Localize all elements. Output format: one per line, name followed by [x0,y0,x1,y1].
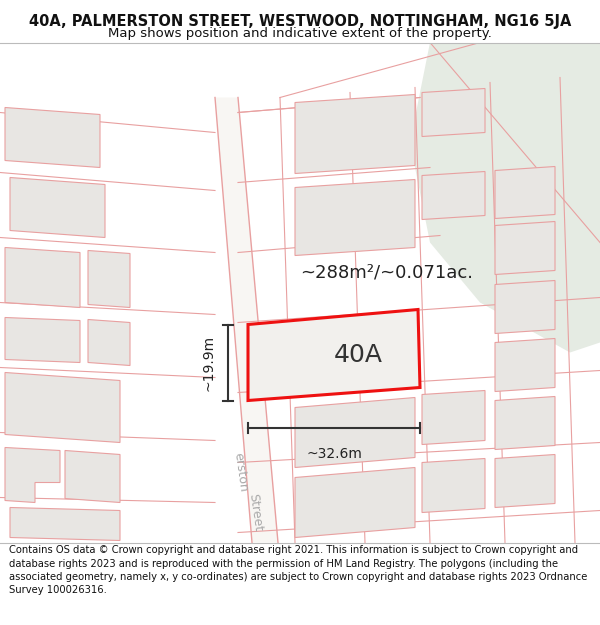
Polygon shape [495,166,555,219]
Polygon shape [65,451,120,503]
Polygon shape [495,396,555,449]
Polygon shape [422,459,485,512]
Polygon shape [5,248,80,308]
Polygon shape [295,94,415,174]
Polygon shape [10,177,105,238]
Text: Street: Street [246,492,264,532]
Text: ~32.6m: ~32.6m [306,448,362,461]
Polygon shape [495,454,555,508]
Text: ~19.9m: ~19.9m [202,334,216,391]
Polygon shape [88,319,130,366]
Text: Map shows position and indicative extent of the property.: Map shows position and indicative extent… [108,28,492,40]
Text: erston: erston [231,452,249,493]
Polygon shape [5,318,80,362]
Text: ~288m²/~0.071ac.: ~288m²/~0.071ac. [300,264,473,281]
Polygon shape [495,339,555,391]
Polygon shape [295,179,415,256]
Polygon shape [10,508,120,541]
Polygon shape [422,171,485,219]
Polygon shape [295,468,415,538]
Text: 40A: 40A [334,344,383,367]
Polygon shape [295,398,415,468]
Polygon shape [88,251,130,308]
Polygon shape [422,391,485,444]
Polygon shape [495,221,555,274]
Polygon shape [422,89,485,136]
Polygon shape [248,309,420,401]
Polygon shape [410,42,600,352]
Polygon shape [5,107,100,168]
Polygon shape [495,281,555,334]
Polygon shape [215,98,278,542]
Text: 40A, PALMERSTON STREET, WESTWOOD, NOTTINGHAM, NG16 5JA: 40A, PALMERSTON STREET, WESTWOOD, NOTTIN… [29,14,571,29]
Polygon shape [5,372,120,442]
Polygon shape [5,448,60,503]
Text: Contains OS data © Crown copyright and database right 2021. This information is : Contains OS data © Crown copyright and d… [9,545,587,595]
